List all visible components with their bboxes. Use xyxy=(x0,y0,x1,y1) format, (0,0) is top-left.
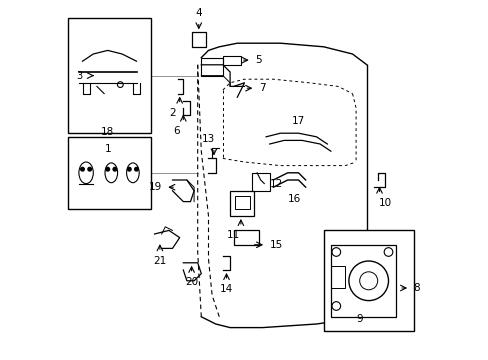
Circle shape xyxy=(81,167,84,171)
Text: 1: 1 xyxy=(104,144,111,154)
Text: 8: 8 xyxy=(413,283,420,293)
Bar xyxy=(330,245,395,317)
Bar xyxy=(235,196,249,209)
Text: 15: 15 xyxy=(269,240,283,250)
Bar xyxy=(68,18,151,133)
Bar xyxy=(251,173,269,191)
Text: 13: 13 xyxy=(202,134,215,144)
Bar xyxy=(323,230,413,331)
Bar xyxy=(223,56,241,65)
Circle shape xyxy=(88,167,91,171)
Text: 21: 21 xyxy=(153,256,166,266)
Text: 14: 14 xyxy=(220,284,233,294)
Bar xyxy=(233,230,258,245)
Text: 9: 9 xyxy=(356,314,362,324)
Bar xyxy=(201,58,223,76)
Text: 4: 4 xyxy=(195,8,202,18)
Bar xyxy=(191,32,205,47)
Bar xyxy=(330,266,345,288)
Text: 12: 12 xyxy=(269,179,283,189)
Text: 19: 19 xyxy=(148,182,162,192)
Text: 17: 17 xyxy=(291,116,305,126)
Circle shape xyxy=(127,167,131,171)
Bar xyxy=(230,191,253,216)
Circle shape xyxy=(113,167,117,171)
Text: 2: 2 xyxy=(169,108,176,118)
Text: 11: 11 xyxy=(226,230,240,240)
Circle shape xyxy=(106,167,109,171)
Text: 20: 20 xyxy=(184,277,198,287)
Text: 16: 16 xyxy=(288,194,301,204)
Bar xyxy=(68,137,151,209)
Text: 6: 6 xyxy=(172,126,179,136)
Text: 3: 3 xyxy=(76,71,82,81)
Text: 7: 7 xyxy=(258,83,265,93)
Text: 5: 5 xyxy=(255,55,262,65)
Text: 18: 18 xyxy=(101,127,114,137)
Text: 10: 10 xyxy=(378,198,391,208)
Circle shape xyxy=(134,167,138,171)
